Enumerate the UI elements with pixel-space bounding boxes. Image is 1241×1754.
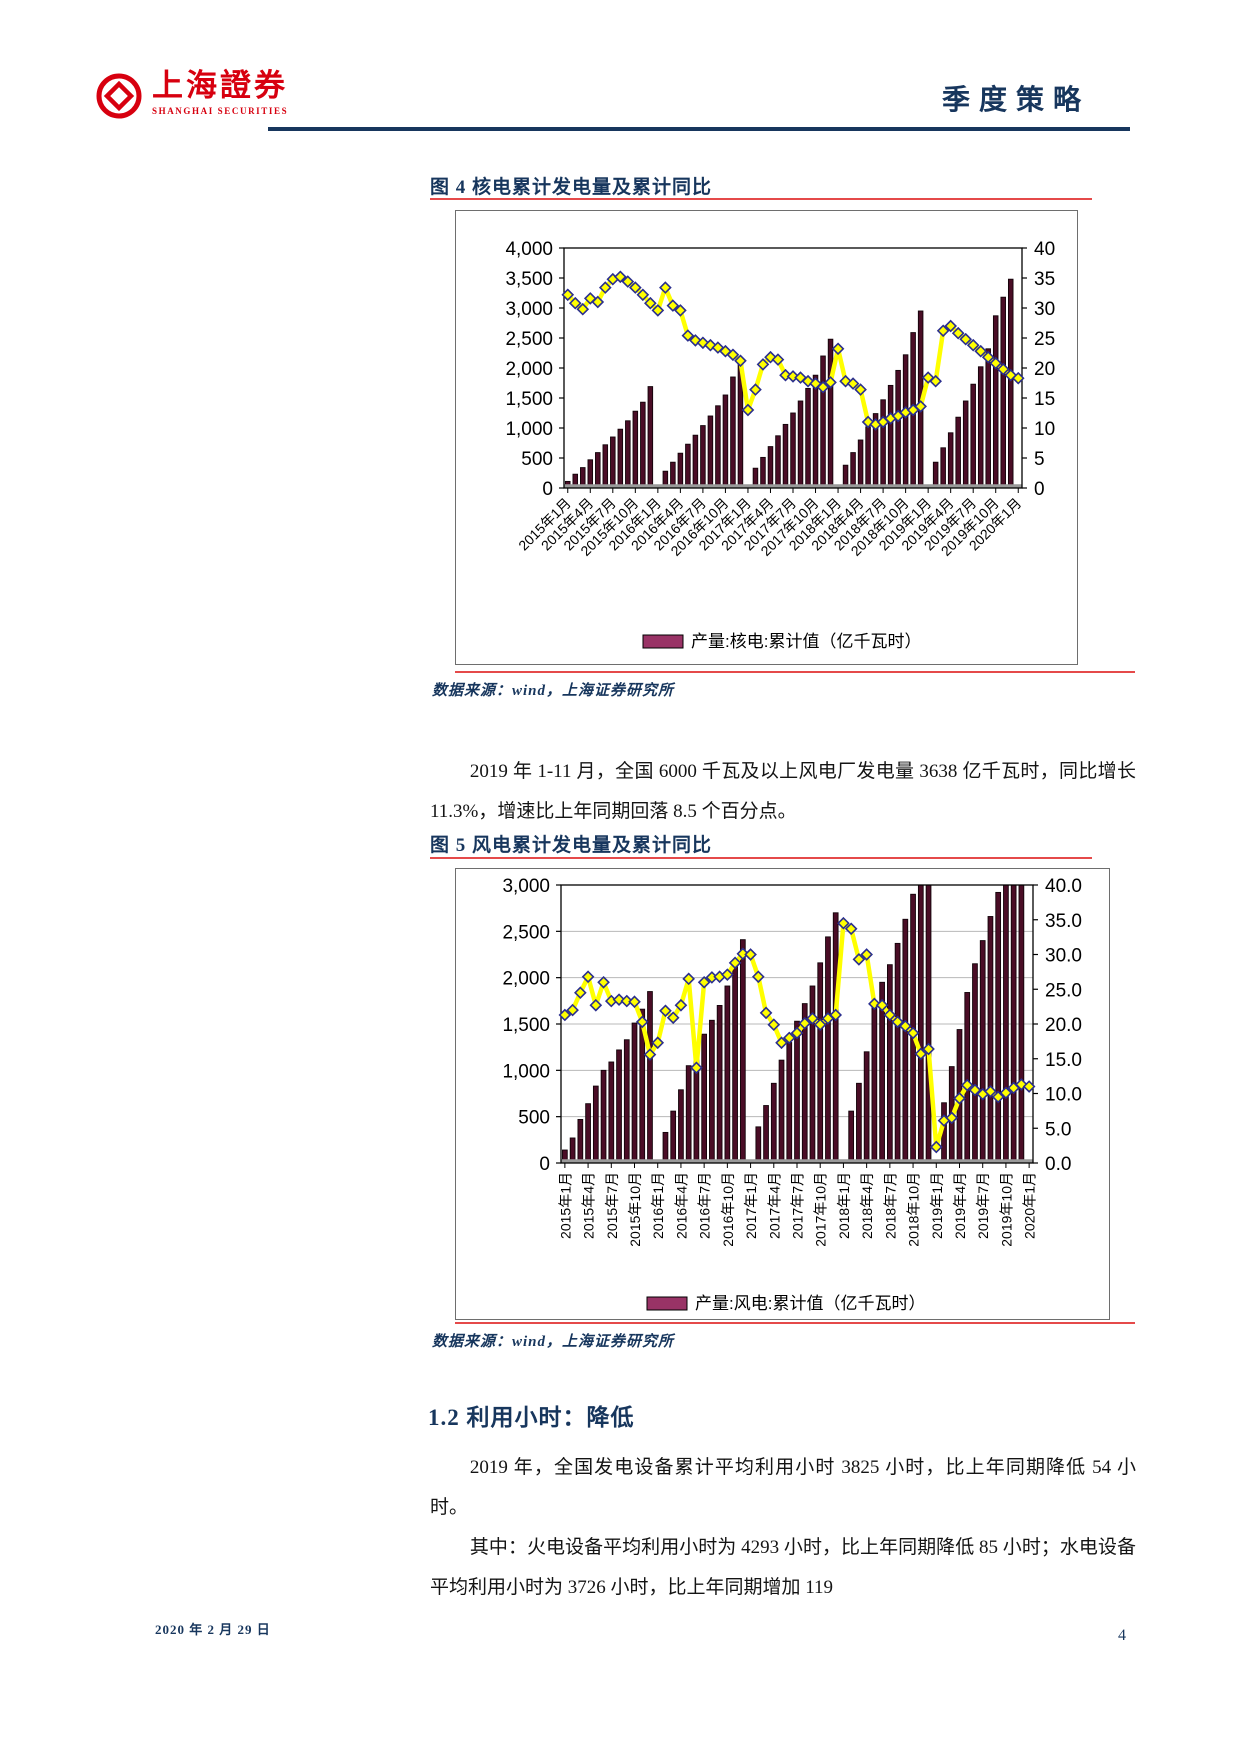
- svg-text:2016年4月: 2016年4月: [673, 1172, 689, 1239]
- svg-text:2015年4月: 2015年4月: [581, 1172, 597, 1239]
- footer-date: 2020 年 2 月 29 日: [155, 1622, 271, 1637]
- svg-text:2,000: 2,000: [505, 359, 553, 380]
- svg-text:2017年1月: 2017年1月: [743, 1172, 759, 1239]
- svg-text:0: 0: [1034, 479, 1045, 500]
- svg-text:2015年7月: 2015年7月: [604, 1172, 620, 1239]
- svg-text:20: 20: [1034, 359, 1055, 380]
- svg-text:1,500: 1,500: [505, 389, 553, 410]
- svg-text:2019年7月: 2019年7月: [975, 1172, 991, 1239]
- svg-text:产量:核电:累计值（亿千瓦时）: 产量:核电:累计值（亿千瓦时）: [691, 632, 921, 651]
- figure5-chart: 0 500 1,000 1,500 2,000 2,500 3,000 0.0 5.0 10.0 1…: [455, 868, 1110, 1320]
- svg-text:4,000: 4,000: [505, 239, 553, 260]
- svg-text:30.0: 30.0: [1045, 946, 1082, 967]
- svg-text:25: 25: [1034, 329, 1055, 350]
- svg-text:2020年1月: 2020年1月: [1022, 1172, 1038, 1239]
- svg-text:25.0: 25.0: [1045, 980, 1082, 1001]
- svg-text:2018年1月: 2018年1月: [836, 1172, 852, 1239]
- figure4-title: 图 4 核电累计发电量及累计同比: [430, 177, 713, 198]
- logo-company-name-en: SHANGHAI SECURITIES: [152, 105, 289, 116]
- svg-text:15.0: 15.0: [1045, 1050, 1082, 1071]
- svg-text:2018年10月: 2018年10月: [906, 1172, 922, 1247]
- svg-text:40: 40: [1034, 239, 1055, 260]
- paragraph-utilization-hours: 2019 年，全国发电设备累计平均利用小时 3825 小时，比上年同期降低 54…: [430, 1457, 1136, 1518]
- figure4-chart-canvas: 0 500 1,000 1,500 2,000 2,500 3,000 3,500 4,000 0…: [505, 239, 1055, 651]
- svg-text:5: 5: [1034, 449, 1045, 470]
- svg-text:0: 0: [539, 1154, 550, 1175]
- figure5-source-rule: [455, 1322, 1135, 1324]
- figure4-source-rule: [455, 671, 1135, 673]
- logo-text-block: 上海證券 SHANGHAI SECURITIES: [152, 68, 289, 116]
- svg-text:2016年1月: 2016年1月: [650, 1172, 666, 1239]
- svg-text:2017年4月: 2017年4月: [766, 1172, 782, 1239]
- svg-text:2018年7月: 2018年7月: [882, 1172, 898, 1239]
- svg-text:15: 15: [1034, 389, 1055, 410]
- svg-text:35: 35: [1034, 269, 1055, 290]
- svg-text:40.0: 40.0: [1045, 876, 1082, 897]
- svg-text:2017年7月: 2017年7月: [790, 1172, 806, 1239]
- svg-text:2,500: 2,500: [502, 922, 550, 943]
- svg-text:2019年1月: 2019年1月: [929, 1172, 945, 1239]
- svg-text:35.0: 35.0: [1045, 911, 1082, 932]
- svg-text:5.0: 5.0: [1045, 1119, 1071, 1140]
- svg-text:3,000: 3,000: [505, 299, 553, 320]
- figure4-chart: 0 500 1,000 1,500 2,000 2,500 3,000 3,500 4,000 0…: [455, 210, 1078, 665]
- logo-emblem-icon: [96, 73, 142, 119]
- paragraph-wind-summary: 2019 年 1-11 月，全国 6000 千瓦及以上风电厂发电量 3638 亿…: [430, 761, 1136, 822]
- footer-page-number: 4: [1118, 1627, 1126, 1644]
- logo-company-name: 上海證券: [152, 68, 288, 103]
- svg-text:0.0: 0.0: [1045, 1154, 1071, 1175]
- report-type-label: 季度策略: [941, 85, 1090, 116]
- svg-text:2016年7月: 2016年7月: [697, 1172, 713, 1239]
- svg-text:2,000: 2,000: [502, 969, 550, 990]
- svg-text:10: 10: [1034, 419, 1055, 440]
- svg-text:2015年10月: 2015年10月: [627, 1172, 643, 1247]
- svg-text:500: 500: [521, 449, 553, 470]
- figure5-source-note: 数据来源：wind，上海证券研究所: [432, 1334, 675, 1350]
- svg-text:0: 0: [542, 479, 553, 500]
- svg-text:3,000: 3,000: [502, 876, 550, 897]
- svg-text:1,500: 1,500: [502, 1015, 550, 1036]
- figure4-title-underline: [430, 198, 1092, 200]
- figure4-source-note: 数据来源：wind，上海证券研究所: [432, 683, 675, 699]
- header-rule: [268, 127, 1130, 131]
- svg-text:2015年1月: 2015年1月: [557, 1172, 573, 1239]
- svg-text:500: 500: [518, 1108, 550, 1129]
- svg-text:20.0: 20.0: [1045, 1015, 1082, 1036]
- svg-text:3,500: 3,500: [505, 269, 553, 290]
- svg-text:2019年4月: 2019年4月: [952, 1172, 968, 1239]
- figure5-title: 图 5 风电累计发电量及累计同比: [430, 835, 713, 856]
- svg-text:2018年4月: 2018年4月: [859, 1172, 875, 1239]
- section-heading: 1.2 利用小时：降低: [428, 1405, 635, 1430]
- svg-text:产量:风电:累计值（亿千瓦时）: 产量:风电:累计值（亿千瓦时）: [695, 1294, 925, 1313]
- svg-text:2,500: 2,500: [505, 329, 553, 350]
- paragraph-utilization-detail: 其中：火电设备平均利用小时为 4293 小时，比上年同期降低 85 小时；水电设…: [430, 1537, 1136, 1598]
- svg-text:30: 30: [1034, 299, 1055, 320]
- svg-text:10.0: 10.0: [1045, 1085, 1082, 1106]
- svg-text:2019年10月: 2019年10月: [998, 1172, 1014, 1247]
- svg-text:2017年10月: 2017年10月: [813, 1172, 829, 1247]
- figure5-chart-canvas: 0 500 1,000 1,500 2,000 2,500 3,000 0.0 5.0 10.0 1…: [502, 876, 1082, 1313]
- figure5-title-underline: [430, 857, 1092, 859]
- svg-text:1,000: 1,000: [502, 1061, 550, 1082]
- company-logo: 上海證券 SHANGHAI SECURITIES: [93, 68, 289, 122]
- svg-text:2016年10月: 2016年10月: [720, 1172, 736, 1247]
- svg-text:1,000: 1,000: [505, 419, 553, 440]
